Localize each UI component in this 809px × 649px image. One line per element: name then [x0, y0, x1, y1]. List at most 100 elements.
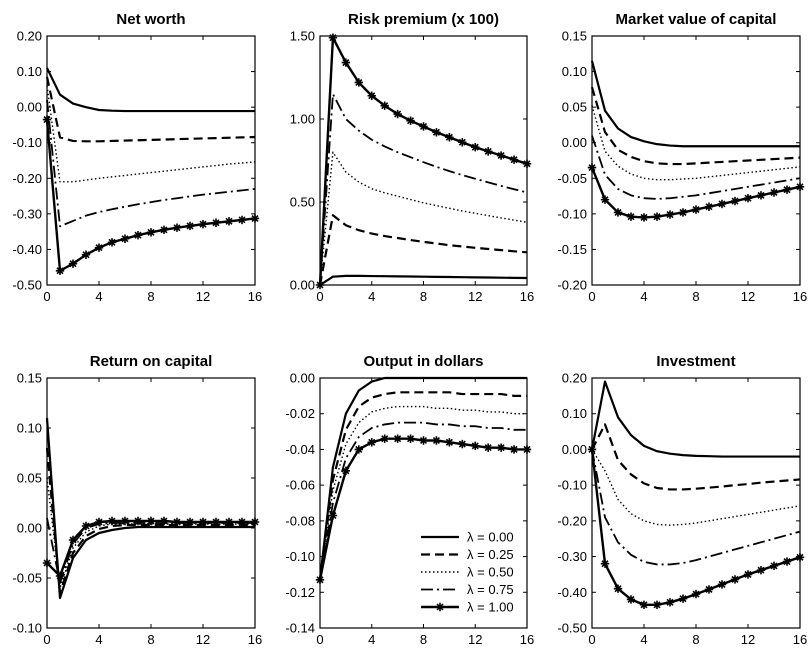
data-point-marker — [626, 212, 636, 221]
x-tick-label: 16 — [248, 632, 262, 647]
data-point-marker — [691, 589, 701, 599]
y-tick-label: -0.10 — [12, 621, 42, 636]
data-point-marker — [483, 443, 493, 452]
data-point-marker — [120, 516, 130, 526]
legend-marker — [435, 602, 445, 612]
data-point-marker — [354, 445, 364, 454]
data-point-marker — [639, 213, 649, 222]
data-point-marker — [483, 147, 493, 156]
y-tick-label: -0.10 — [557, 478, 587, 493]
data-point-marker — [509, 155, 519, 164]
data-point-marker — [107, 238, 117, 247]
series-line-lambda-2 — [591, 105, 801, 181]
data-point-marker — [42, 558, 52, 568]
x-tick-label: 8 — [147, 632, 154, 647]
x-tick-label: 16 — [520, 289, 534, 304]
data-point-marker — [587, 445, 597, 454]
data-point-marker — [496, 151, 506, 160]
plot-frame — [46, 377, 256, 629]
series-line-lambda-4 — [590, 449, 801, 606]
data-point-marker — [613, 584, 623, 593]
panel-market-value-of-capital: Market value of capital -0.20 -0.15 -0.10 -0… — [557, 11, 807, 304]
data-point-marker — [159, 516, 169, 526]
panel-net-worth: Net worth -0.50 -0.40 -0.30 -0.20 -0.10 0.00 0.… — [12, 11, 262, 304]
data-point-marker — [795, 182, 805, 192]
data-point-marker — [185, 221, 195, 231]
series-line-lambda-4 — [45, 119, 256, 272]
data-point-marker — [146, 516, 156, 526]
data-point-marker — [68, 259, 78, 268]
panel-title: Market value of capital — [616, 11, 777, 28]
x-tick-label: 12 — [468, 632, 482, 647]
data-point-marker — [198, 517, 208, 527]
data-point-marker — [393, 434, 402, 443]
series-line-lambda-4 — [46, 519, 255, 578]
x-tick-label: 12 — [468, 289, 482, 304]
y-tick-label: -0.04 — [285, 442, 315, 457]
data-point-marker — [198, 219, 208, 229]
y-tick-label: 0.00 — [290, 371, 315, 386]
series-line-lambda-0 — [45, 417, 255, 600]
x-tick-label: 8 — [147, 289, 154, 304]
x-tick-label: 8 — [692, 632, 699, 647]
panel-title: Investment — [656, 353, 735, 370]
y-tick-label: 0.20 — [562, 371, 587, 386]
y-tick-label: -0.40 — [12, 242, 42, 257]
data-point-marker — [250, 214, 260, 223]
x-tick-label: 16 — [793, 289, 807, 304]
data-point-marker — [250, 517, 260, 527]
data-point-marker — [146, 228, 156, 237]
x-tick-label: 0 — [316, 632, 323, 647]
series-line-lambda-0 — [318, 376, 527, 580]
data-point-marker — [639, 600, 649, 609]
y-tick-label: -0.02 — [285, 406, 315, 421]
x-tick-label: 8 — [420, 632, 427, 647]
x-tick-label: 16 — [793, 632, 807, 647]
data-point-marker — [743, 194, 753, 203]
y-tick-label: 0.10 — [17, 421, 42, 436]
y-tick-label: 0.10 — [562, 64, 587, 79]
data-point-marker — [328, 33, 338, 42]
y-tick-label: 0.05 — [17, 471, 42, 486]
data-point-marker — [782, 557, 792, 566]
series-line-lambda-3 — [46, 99, 256, 228]
legend-label-1: λ = 0.25 — [467, 547, 514, 562]
data-point-marker — [717, 580, 727, 589]
data-point-marker — [211, 517, 221, 527]
x-tick-label: 4 — [95, 289, 102, 304]
y-tick-label: -0.20 — [557, 513, 587, 528]
data-point-marker — [458, 138, 467, 147]
data-point-marker — [678, 208, 688, 217]
legend-label-4: λ = 1.00 — [467, 600, 514, 615]
y-tick-label: -0.15 — [557, 242, 587, 257]
data-point-marker — [496, 443, 506, 452]
data-point-marker — [743, 570, 753, 579]
x-tick-label: 4 — [640, 289, 647, 304]
data-point-marker — [55, 266, 65, 275]
y-tick-label: -0.40 — [557, 585, 587, 600]
legend-label-0: λ = 0.00 — [467, 530, 514, 545]
data-point-marker — [756, 565, 766, 575]
data-point-marker — [68, 535, 78, 545]
data-point-marker — [626, 595, 636, 604]
series-line-lambda-0 — [46, 67, 255, 113]
data-point-marker — [445, 438, 454, 447]
data-point-marker — [81, 521, 91, 531]
data-point-marker — [704, 202, 714, 211]
data-point-marker — [211, 218, 221, 227]
data-point-marker — [406, 116, 415, 125]
y-tick-label: -0.20 — [557, 278, 587, 293]
series-line-lambda-1 — [590, 86, 801, 166]
data-point-marker — [704, 585, 714, 594]
x-tick-label: 4 — [368, 632, 375, 647]
x-tick-label: 8 — [420, 289, 427, 304]
y-tick-label: -0.05 — [557, 171, 587, 186]
plot-frame — [319, 35, 528, 286]
data-point-marker — [367, 91, 376, 100]
data-point-marker — [445, 133, 454, 142]
series-line-lambda-3 — [319, 93, 528, 286]
data-point-marker — [185, 517, 195, 527]
data-point-marker — [133, 231, 143, 240]
data-point-marker — [717, 199, 727, 209]
panel-investment: Investment -0.50 -0.40 -0.30 -0.20 -0.10 0.00 0… — [557, 353, 807, 647]
